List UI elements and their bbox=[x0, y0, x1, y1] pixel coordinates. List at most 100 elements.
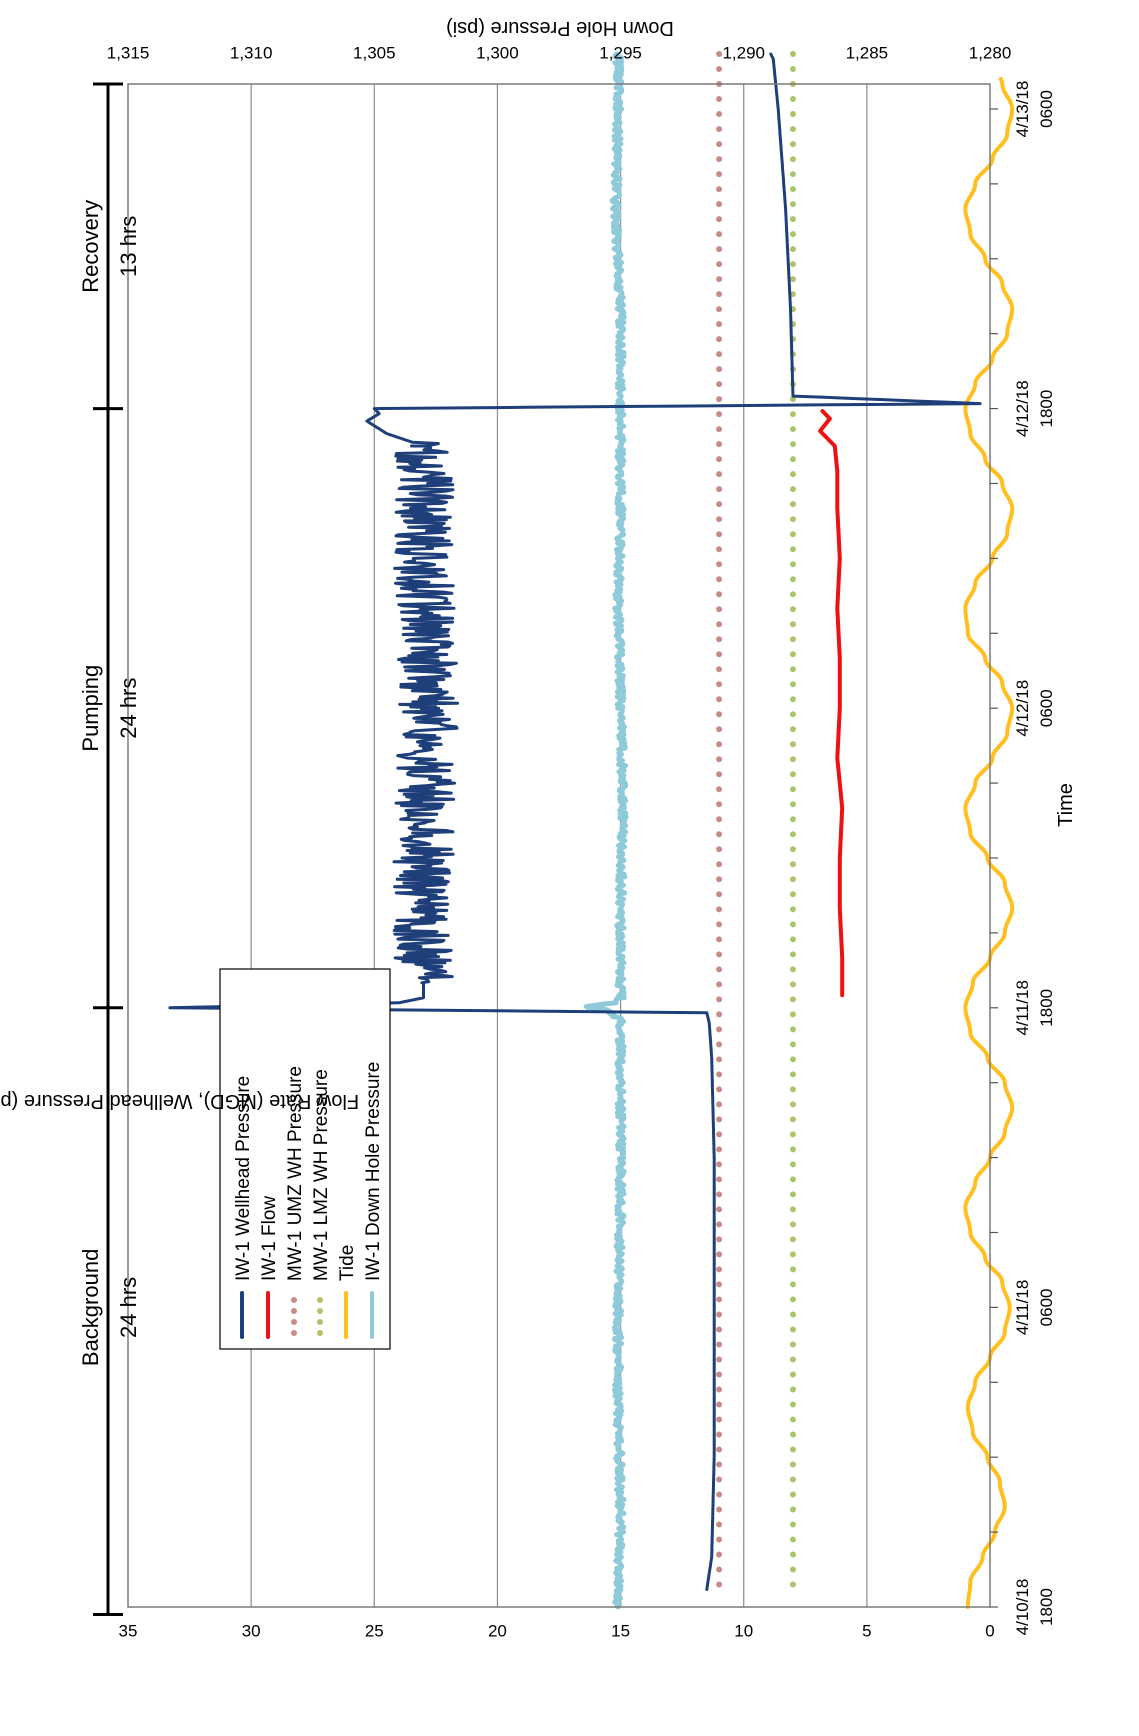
x-tick-label: 4/12/18 bbox=[1013, 680, 1032, 737]
series-mw-1-lmz-wh-pressure-line-point bbox=[790, 111, 796, 117]
series-mw-1-umz-wh-pressure-line-point bbox=[716, 126, 722, 132]
y-left-tick-label: 20 bbox=[488, 1621, 507, 1640]
legend-swatch bbox=[291, 1330, 297, 1336]
series-mw-1-lmz-wh-pressure-line-point bbox=[790, 1266, 796, 1272]
series-mw-1-lmz-wh-pressure-line-point bbox=[790, 696, 796, 702]
legend-swatch bbox=[291, 1297, 297, 1303]
series-mw-1-umz-wh-pressure-line-point bbox=[716, 846, 722, 852]
y-right-tick-label: 1,315 bbox=[107, 43, 150, 62]
series-mw-1-umz-wh-pressure-line-point bbox=[716, 441, 722, 447]
series-mw-1-lmz-wh-pressure-line-point bbox=[790, 51, 796, 57]
series-mw-1-umz-wh-pressure-line-point bbox=[716, 246, 722, 252]
series-mw-1-lmz-wh-pressure-line-point bbox=[790, 156, 796, 162]
series-mw-1-lmz-wh-pressure-line-point bbox=[790, 1071, 796, 1077]
series-mw-1-lmz-wh-pressure-line-point bbox=[790, 261, 796, 267]
series-mw-1-lmz-wh-pressure-line-point bbox=[790, 1341, 796, 1347]
series-mw-1-lmz-wh-pressure-line-point bbox=[790, 201, 796, 207]
y-right-tick-label: 1,295 bbox=[599, 43, 642, 62]
y-left-tick-label: 5 bbox=[862, 1621, 871, 1640]
series-mw-1-lmz-wh-pressure-line-point bbox=[790, 1191, 796, 1197]
series-mw-1-umz-wh-pressure-line-point bbox=[716, 1041, 722, 1047]
x-tick-label: 4/11/18 bbox=[1013, 980, 1032, 1035]
series-mw-1-umz-wh-pressure-line-point bbox=[716, 756, 722, 762]
series-mw-1-umz-wh-pressure-line-point bbox=[716, 1461, 722, 1467]
legend-swatch bbox=[291, 1319, 297, 1325]
series-mw-1-umz-wh-pressure-line-point bbox=[716, 816, 722, 822]
series-mw-1-lmz-wh-pressure-line-point bbox=[790, 426, 796, 432]
series-mw-1-umz-wh-pressure-line-point bbox=[716, 336, 722, 342]
series-mw-1-lmz-wh-pressure-line-point bbox=[790, 561, 796, 567]
series-mw-1-lmz-wh-pressure-line-point bbox=[790, 516, 796, 522]
y-right-tick-label: 1,280 bbox=[969, 43, 1012, 62]
series-mw-1-umz-wh-pressure-line-point bbox=[716, 306, 722, 312]
series-mw-1-umz-wh-pressure-line-point bbox=[716, 261, 722, 267]
series-mw-1-umz-wh-pressure-line-point bbox=[716, 411, 722, 417]
series-mw-1-lmz-wh-pressure-line-point bbox=[790, 981, 796, 987]
y-left-tick-label: 30 bbox=[242, 1621, 261, 1640]
x-tick-label: 1800 bbox=[1037, 989, 1056, 1027]
series-mw-1-umz-wh-pressure-line-point bbox=[716, 96, 722, 102]
x-tick-label: 4/13/18 bbox=[1013, 81, 1032, 138]
series-mw-1-lmz-wh-pressure-line-point bbox=[790, 1101, 796, 1107]
series-mw-1-umz-wh-pressure-line-point bbox=[716, 171, 722, 177]
series-mw-1-umz-wh-pressure-line-point bbox=[716, 1161, 722, 1167]
series-mw-1-lmz-wh-pressure-line-point bbox=[790, 1446, 796, 1452]
legend-swatch bbox=[317, 1319, 323, 1325]
series-mw-1-umz-wh-pressure-line-point bbox=[716, 1401, 722, 1407]
series-mw-1-lmz-wh-pressure-line-point bbox=[790, 216, 796, 222]
series-mw-1-lmz-wh-pressure-line-point bbox=[790, 66, 796, 72]
series-mw-1-lmz-wh-pressure-line-point bbox=[790, 816, 796, 822]
series-mw-1-lmz-wh-pressure-line-point bbox=[790, 546, 796, 552]
series-mw-1-umz-wh-pressure-line-point bbox=[716, 786, 722, 792]
series-mw-1-lmz-wh-pressure-line-point bbox=[790, 1251, 796, 1257]
series-mw-1-umz-wh-pressure-line-point bbox=[716, 711, 722, 717]
series-mw-1-umz-wh-pressure-line-point bbox=[716, 486, 722, 492]
series-mw-1-lmz-wh-pressure-line-point bbox=[790, 741, 796, 747]
y-axis-right-label: Down Hole Pressure (psi) bbox=[446, 17, 674, 39]
series-mw-1-umz-wh-pressure-line-point bbox=[716, 1492, 722, 1498]
series-mw-1-umz-wh-pressure-line-point bbox=[716, 801, 722, 807]
series-mw-1-umz-wh-pressure-line-point bbox=[716, 291, 722, 297]
series-mw-1-lmz-wh-pressure-line-point bbox=[790, 456, 796, 462]
series-mw-1-umz-wh-pressure-line-point bbox=[716, 1356, 722, 1362]
series-mw-1-umz-wh-pressure-line-point bbox=[716, 1251, 722, 1257]
series-mw-1-lmz-wh-pressure-line-point bbox=[790, 1522, 796, 1528]
series-mw-1-umz-wh-pressure-line-point bbox=[716, 366, 722, 372]
series-mw-1-umz-wh-pressure-line-point bbox=[716, 1056, 722, 1062]
series-mw-1-umz-wh-pressure-line-point bbox=[716, 981, 722, 987]
series-mw-1-lmz-wh-pressure-line-point bbox=[790, 141, 796, 147]
series-mw-1-umz-wh-pressure-line-point bbox=[716, 576, 722, 582]
series-mw-1-lmz-wh-pressure-line-point bbox=[790, 126, 796, 132]
series-mw-1-lmz-wh-pressure-line-point bbox=[790, 1161, 796, 1167]
series-mw-1-umz-wh-pressure-line-point bbox=[716, 111, 722, 117]
legend-label: Tide bbox=[337, 1245, 358, 1281]
series-mw-1-lmz-wh-pressure-line-point bbox=[790, 96, 796, 102]
x-tick-label: 0600 bbox=[1037, 90, 1056, 128]
series-mw-1-lmz-wh-pressure-line-point bbox=[790, 636, 796, 642]
series-mw-1-umz-wh-pressure-line-point bbox=[716, 1236, 722, 1242]
series-mw-1-umz-wh-pressure-line-point bbox=[716, 186, 722, 192]
series-mw-1-lmz-wh-pressure-line-point bbox=[790, 891, 796, 897]
series-mw-1-umz-wh-pressure-line-point bbox=[716, 456, 722, 462]
x-axis-label: Time bbox=[1055, 783, 1077, 827]
series-mw-1-lmz-wh-pressure-line-point bbox=[790, 501, 796, 507]
series-mw-1-lmz-wh-pressure-line-point bbox=[790, 441, 796, 447]
series-mw-1-lmz-wh-pressure-line-point bbox=[790, 231, 796, 237]
series-mw-1-lmz-wh-pressure-line-point bbox=[790, 471, 796, 477]
series-mw-1-lmz-wh-pressure-line-point bbox=[790, 906, 796, 912]
series-mw-1-umz-wh-pressure-line-point bbox=[716, 906, 722, 912]
series-mw-1-umz-wh-pressure-line-point bbox=[716, 921, 722, 927]
series-mw-1-lmz-wh-pressure-line-point bbox=[790, 1146, 796, 1152]
series-mw-1-umz-wh-pressure-line-point bbox=[716, 1011, 722, 1017]
series-mw-1-lmz-wh-pressure-line-point bbox=[790, 1371, 796, 1377]
series-mw-1-lmz-wh-pressure-line-point bbox=[790, 921, 796, 927]
y-right-tick-label: 1,310 bbox=[230, 43, 273, 62]
series-mw-1-lmz-wh-pressure-line-point bbox=[790, 1492, 796, 1498]
series-mw-1-umz-wh-pressure-line-point bbox=[716, 936, 722, 942]
series-mw-1-lmz-wh-pressure-line-point bbox=[790, 711, 796, 717]
series-mw-1-umz-wh-pressure-line-point bbox=[716, 1101, 722, 1107]
series-mw-1-lmz-wh-pressure-line-point bbox=[790, 1401, 796, 1407]
x-tick-label: 4/12/18 bbox=[1013, 380, 1032, 437]
series-mw-1-umz-wh-pressure-line-point bbox=[716, 606, 722, 612]
